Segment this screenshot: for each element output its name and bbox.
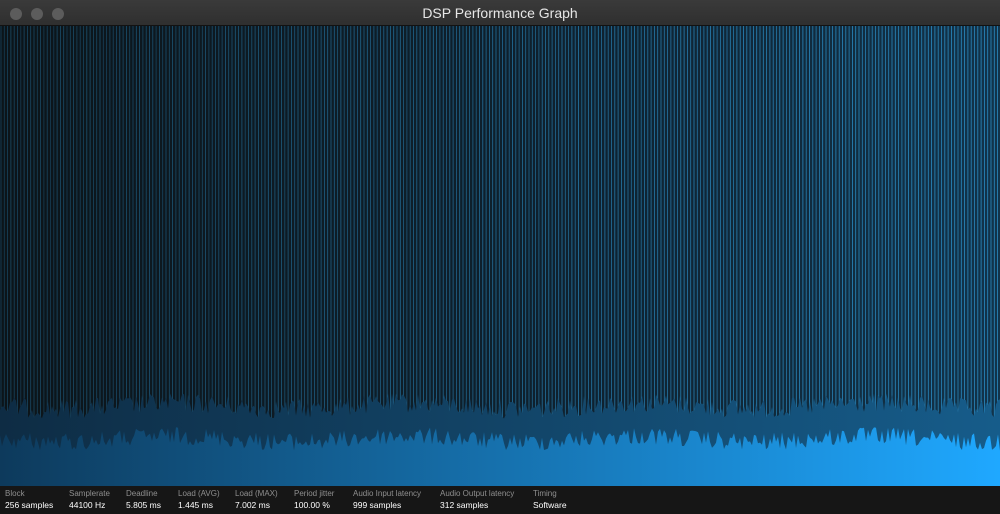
minimize-window-button[interactable] (31, 8, 43, 20)
stat-period-jitter: Period jitter 100.00 % (294, 489, 334, 511)
stat-audio-output-latency: Audio Output latency 312 samples (440, 489, 514, 511)
stat-load-avg: Load (AVG) 1.445 ms (178, 489, 220, 511)
stat-timing-value: Software (533, 500, 567, 510)
stat-audio-input-latency-value: 999 samples (353, 500, 402, 510)
stat-block-value: 256 samples (5, 500, 54, 510)
load-avg-band (0, 427, 1000, 486)
stat-load-max-label: Load (MAX) (235, 489, 278, 498)
stat-audio-input-latency: Audio Input latency 999 samples (353, 489, 421, 511)
stat-period-jitter-label: Period jitter (294, 489, 335, 498)
zoom-window-button[interactable] (52, 8, 64, 20)
stat-period-jitter-value: 100.00 % (294, 500, 330, 510)
stat-timing: Timing Software (533, 489, 567, 511)
stat-deadline-value: 5.805 ms (126, 500, 161, 510)
stat-block: Block 256 samples (5, 489, 53, 511)
title-bar[interactable]: DSP Performance Graph (0, 0, 1000, 26)
stats-bar: Block 256 samples Samplerate 44100 Hz De… (0, 486, 1000, 514)
stat-deadline: Deadline 5.805 ms (126, 489, 161, 511)
stat-audio-output-latency-value: 312 samples (440, 500, 489, 510)
stat-load-avg-value: 1.445 ms (178, 500, 213, 510)
stat-block-label: Block (5, 489, 25, 498)
stat-load-avg-label: Load (AVG) (178, 489, 220, 498)
stat-samplerate-value: 44100 Hz (69, 500, 106, 510)
stat-samplerate-label: Samplerate (69, 489, 110, 498)
dsp-load-plot (0, 26, 1000, 486)
stat-load-max: Load (MAX) 7.002 ms (235, 489, 278, 511)
stat-timing-label: Timing (533, 489, 557, 498)
stat-samplerate: Samplerate 44100 Hz (69, 489, 110, 511)
window-title: DSP Performance Graph (422, 5, 578, 21)
stat-audio-output-latency-label: Audio Output latency (440, 489, 515, 498)
stat-load-max-value: 7.002 ms (235, 500, 270, 510)
close-window-button[interactable] (10, 8, 22, 20)
stat-deadline-label: Deadline (126, 489, 158, 498)
stat-audio-input-latency-label: Audio Input latency (353, 489, 422, 498)
dsp-load-graph (0, 26, 1000, 486)
